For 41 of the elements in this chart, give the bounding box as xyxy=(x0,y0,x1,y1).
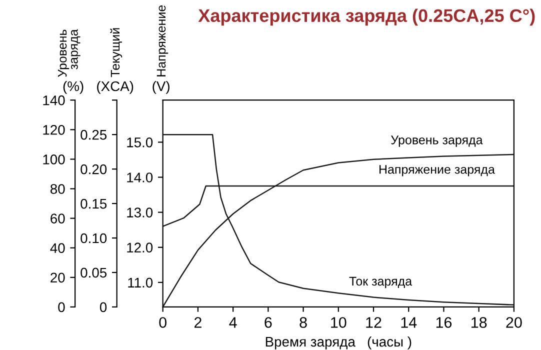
x-tick-label: 12 xyxy=(366,317,382,328)
series-label: Напряжение заряда xyxy=(380,165,495,176)
y-tick-label: 40 xyxy=(50,243,65,254)
y-tick-label: 80 xyxy=(50,184,65,194)
x-tick-label: 8 xyxy=(300,317,307,328)
series-label: Ток заряда xyxy=(349,276,412,288)
y-tick-label: 100 xyxy=(43,154,65,164)
x-axis-title: Время заряда (часы ) xyxy=(266,336,412,350)
x-tick-label: 20 xyxy=(506,317,522,328)
chart-title: Характеристика заряда (0.25CA,25 C°) xyxy=(198,8,535,26)
text: (V) xyxy=(152,80,170,94)
x-tick-label: 16 xyxy=(436,317,452,328)
text: (XCA) xyxy=(97,80,134,94)
y-axis-title: Уровень заряда xyxy=(58,29,80,78)
x-tick-label: 14 xyxy=(401,317,417,328)
x-tick-label: 10 xyxy=(331,317,346,328)
y2-tick-label: 0.25 xyxy=(80,130,107,140)
y2-tick-label: 0 xyxy=(100,302,107,312)
y2-axis-title: Текущий xyxy=(110,28,122,78)
x-tick-label: 0 xyxy=(159,317,166,328)
y3-tick-label: 12.0 xyxy=(127,242,153,253)
y2-tick-label: 0.10 xyxy=(80,233,107,244)
x-tick-label: 6 xyxy=(264,317,272,328)
y2-tick-label: 0.05 xyxy=(80,268,107,278)
text: (%) xyxy=(63,80,84,94)
y-tick-label: 0 xyxy=(58,302,65,312)
x-tick-label: 18 xyxy=(472,317,487,328)
y-tick-label: 20 xyxy=(50,272,65,283)
x-tick-label: 4 xyxy=(229,317,237,328)
y3-tick-label: 14.0 xyxy=(127,172,153,182)
y3-tick-label: 15.0 xyxy=(127,138,153,148)
y3-tick-label: 11.0 xyxy=(128,278,153,288)
y2-tick-label: 0.20 xyxy=(80,164,107,174)
y-tick-label: 60 xyxy=(50,214,65,224)
series-label: Уровень заряда xyxy=(390,136,483,147)
y3-tick-label: 13.0 xyxy=(127,208,153,218)
y2-tick-label: 0.15 xyxy=(80,198,107,209)
y-tick-label: 120 xyxy=(43,124,65,135)
x-tick-label: 2 xyxy=(194,317,202,328)
y-tick-label: 140 xyxy=(43,95,65,106)
y3-axis-title: Напряжение xyxy=(156,5,168,76)
